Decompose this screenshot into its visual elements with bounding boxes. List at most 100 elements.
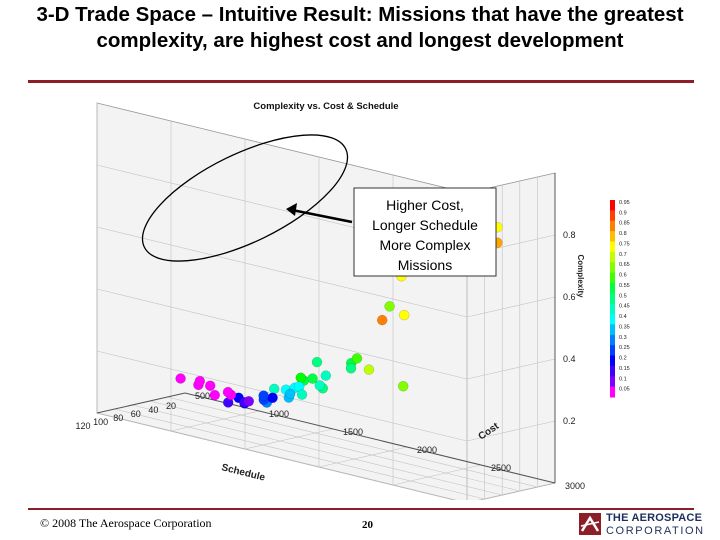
slide-title: 3-D Trade Space – Intuitive Result: Miss…	[36, 3, 684, 52]
wall-gridline	[466, 296, 556, 318]
data-point	[311, 356, 323, 368]
aerospace-logo: THE AEROSPACE CORPORATION	[578, 511, 714, 539]
schedule-tick-label: 100	[93, 417, 108, 427]
complexity-tick-label: 0.2	[563, 416, 576, 426]
copyright-notice: © 2008 The Aerospace Corporation	[40, 516, 212, 530]
floor-gridline	[318, 446, 408, 468]
data-point	[398, 309, 410, 321]
colorbar-swatch	[610, 282, 615, 294]
colorbar-label: 0.4	[619, 314, 627, 320]
callout-text-line: Longer Schedule	[372, 217, 478, 233]
floor-gridline	[392, 464, 482, 486]
floor-gridline	[466, 482, 556, 504]
colorbar-swatch	[610, 314, 615, 325]
colorbar-swatch	[610, 231, 615, 242]
data-point	[351, 353, 363, 364]
data-point	[320, 370, 332, 381]
colorbar-label: 0.3	[619, 335, 627, 341]
data-point	[345, 363, 357, 374]
colorbar-swatch	[610, 386, 615, 398]
logo-text-line2: CORPORATION	[606, 525, 705, 537]
data-point	[175, 373, 186, 384]
cost-tick-label: 2000	[417, 445, 437, 455]
complexity-axis-title: Complexity	[576, 254, 585, 298]
colorbar-swatch	[610, 334, 615, 346]
colorbar-label: 0.95	[619, 200, 630, 206]
colorbar-swatch	[610, 345, 615, 357]
floor-gridline	[149, 400, 520, 492]
colorbar-swatch	[610, 303, 615, 315]
cost-tick-label: 500	[195, 391, 210, 401]
schedule-tick-label: 120	[75, 421, 90, 431]
schedule-axis-title: Schedule	[220, 462, 266, 484]
colorbar-label: 0.8	[619, 231, 627, 237]
schedule-tick-label: 20	[166, 401, 176, 411]
schedule-tick-label: 80	[113, 413, 123, 423]
colorbar-label: 0.5	[619, 293, 627, 299]
cost-tick-label: 1000	[269, 409, 289, 419]
colorbar-swatch	[610, 376, 615, 388]
data-point	[384, 301, 395, 312]
colorbar-label: 0.55	[619, 283, 630, 289]
floor-gridline	[170, 410, 260, 432]
data-point	[307, 373, 318, 384]
colorbar-label: 0.6	[619, 273, 627, 279]
wall-gridline	[466, 358, 556, 380]
callout-arrow-head	[286, 203, 297, 216]
wall-gridline	[466, 420, 556, 442]
data-point	[376, 314, 388, 326]
colorbar-label: 0.9	[619, 210, 627, 216]
colorbar-swatch	[610, 220, 615, 232]
colorbar-swatch	[610, 251, 615, 263]
colorbar-label: 0.15	[619, 366, 630, 372]
colorbar-label: 0.25	[619, 345, 630, 351]
floor-gridline	[96, 412, 468, 504]
data-point	[295, 372, 307, 384]
callout-arrow-shaft	[291, 208, 353, 224]
colorbar-label: 0.05	[619, 387, 630, 393]
colorbar-swatch	[610, 210, 615, 222]
data-point	[397, 380, 409, 392]
colorbar-swatch	[610, 200, 615, 211]
footer-rule	[28, 508, 694, 510]
schedule-tick-label: 60	[131, 409, 141, 419]
cost-tick-label: 2500	[491, 463, 511, 473]
complexity-tick-label: 0.8	[563, 230, 576, 240]
data-point	[284, 388, 296, 400]
data-point	[209, 389, 221, 401]
cost-tick-label: 3000	[565, 481, 585, 491]
chart-area: Higher Cost, Longer Schedule More Complex M…	[0, 90, 720, 504]
callout-text-line: Missions	[398, 257, 452, 273]
colorbar-swatch	[610, 324, 615, 336]
colorbar-swatch	[610, 241, 615, 253]
callout-box	[353, 187, 497, 277]
colorbar-swatch	[610, 365, 615, 377]
data-point	[222, 386, 234, 398]
colorbar-swatch	[610, 262, 615, 274]
floor-gridline	[114, 408, 485, 500]
floor-gridline	[167, 396, 538, 488]
wall-gridline	[96, 226, 468, 318]
colorbar-label: 0.75	[619, 242, 630, 248]
title-rule	[28, 80, 694, 83]
logo-text-line1: THE AEROSPACE	[606, 512, 703, 524]
colorbar-label: 0.35	[619, 324, 630, 330]
colorbar-swatch	[610, 355, 615, 367]
data-point	[267, 392, 278, 404]
colorbar-label: 0.7	[619, 252, 627, 258]
colorbar-label: 0.65	[619, 262, 630, 268]
complexity-tick-label: 0.6	[563, 292, 576, 302]
floor-gridline	[244, 428, 334, 450]
aerospace-logo-icon	[579, 513, 601, 535]
data-point	[243, 396, 255, 407]
complexity-tick-label: 0.4	[563, 354, 576, 364]
data-point	[268, 383, 280, 395]
cost-axis	[184, 392, 556, 484]
page-number: 20	[362, 519, 373, 531]
schedule-axis	[96, 392, 186, 414]
highlight-ellipse	[141, 134, 349, 262]
colorbar-label: 0.1	[619, 376, 627, 382]
colorbar-label: 0.2	[619, 356, 627, 362]
cost-tick-label: 1500	[343, 427, 363, 437]
callout-text-line: Higher Cost,	[386, 197, 464, 213]
